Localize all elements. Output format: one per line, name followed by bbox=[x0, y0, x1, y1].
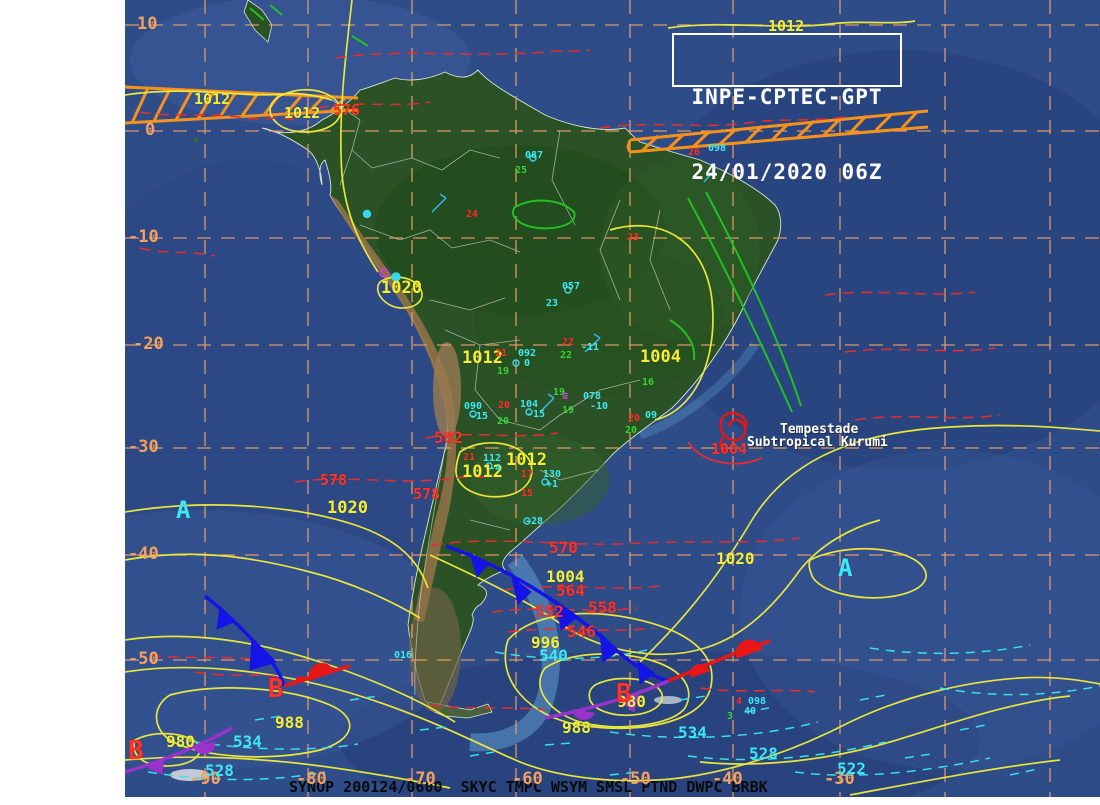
occluded-front bbox=[125, 679, 669, 775]
wind-barbs bbox=[431, 163, 717, 413]
trough-lines bbox=[249, 4, 802, 413]
cold-front bbox=[203, 544, 669, 687]
chart-source: INPE-CPTEC-GPT bbox=[691, 85, 883, 109]
storm-label-line2: Subtropical Kurumi bbox=[747, 435, 888, 450]
thickness-lines-warm bbox=[139, 49, 1001, 711]
isobars bbox=[125, 0, 1100, 796]
continental-shelf bbox=[469, 554, 560, 752]
tropical-storm-icon bbox=[719, 411, 748, 454]
special-station-marker bbox=[379, 268, 389, 278]
chart-title-box: INPE-CPTEC-GPT 24/01/2020 06Z bbox=[672, 33, 902, 184]
storm-label-line1: Tempestade bbox=[780, 422, 859, 437]
chart-datetime: 24/01/2020 06Z bbox=[691, 160, 883, 184]
gempak-parameter-line: SYNOP 200124/0600 SKYC TMPC WSYM SMSL PT… bbox=[289, 778, 768, 796]
storm-isobar bbox=[687, 441, 763, 465]
station-markers bbox=[362, 154, 572, 525]
warm-front bbox=[283, 639, 771, 688]
